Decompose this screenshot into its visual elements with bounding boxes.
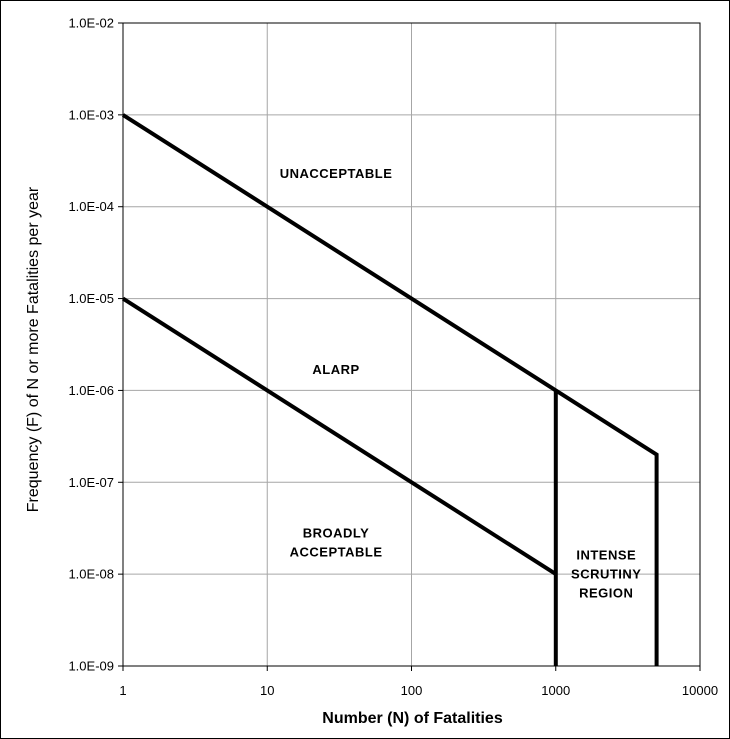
y-tick-label: 1.0E-03 [68, 107, 114, 122]
criterion-line-1 [121, 113, 659, 666]
y-tick-label: 1.0E-05 [68, 291, 114, 306]
y-tick-label: 1.0E-09 [68, 659, 114, 674]
x-tick-label: 1000 [541, 683, 570, 698]
series-lines [121, 113, 659, 666]
region-label: ALARP [312, 362, 359, 377]
x-tick-labels: 1 10 100 1000 10000 [119, 666, 718, 698]
x-tick-label: 10 [260, 683, 274, 698]
criterion-line-2 [121, 296, 557, 576]
region-label: UNACCEPTABLE [280, 166, 393, 181]
region-label: INTENSE SCRUTINY REGION [571, 548, 641, 601]
y-axis-title: Frequency (F) of N or more Fatalities pe… [25, 186, 42, 512]
x-tick-label: 1 [119, 683, 126, 698]
x-axis-title: Number (N) of Fatalities [322, 710, 503, 727]
y-tick-label: 1.0E-08 [68, 567, 114, 582]
x-tick-label: 10000 [682, 683, 718, 698]
region-label: BROADLY ACCEPTABLE [290, 526, 383, 560]
y-tick-label: 1.0E-07 [68, 475, 114, 490]
y-tick-labels: 1.0E-02 1.0E-03 1.0E-04 1.0E-05 1.0E-06 1.0E-… [68, 16, 123, 674]
y-tick-label: 1.0E-04 [68, 199, 114, 214]
x-tick-label: 100 [401, 683, 423, 698]
region-annotations: UNACCEPTABLE ALARP BROADLY ACCEPTABLE INTENS… [280, 166, 641, 601]
y-tick-label: 1.0E-02 [68, 16, 114, 31]
y-tick-label: 1.0E-06 [68, 383, 114, 398]
